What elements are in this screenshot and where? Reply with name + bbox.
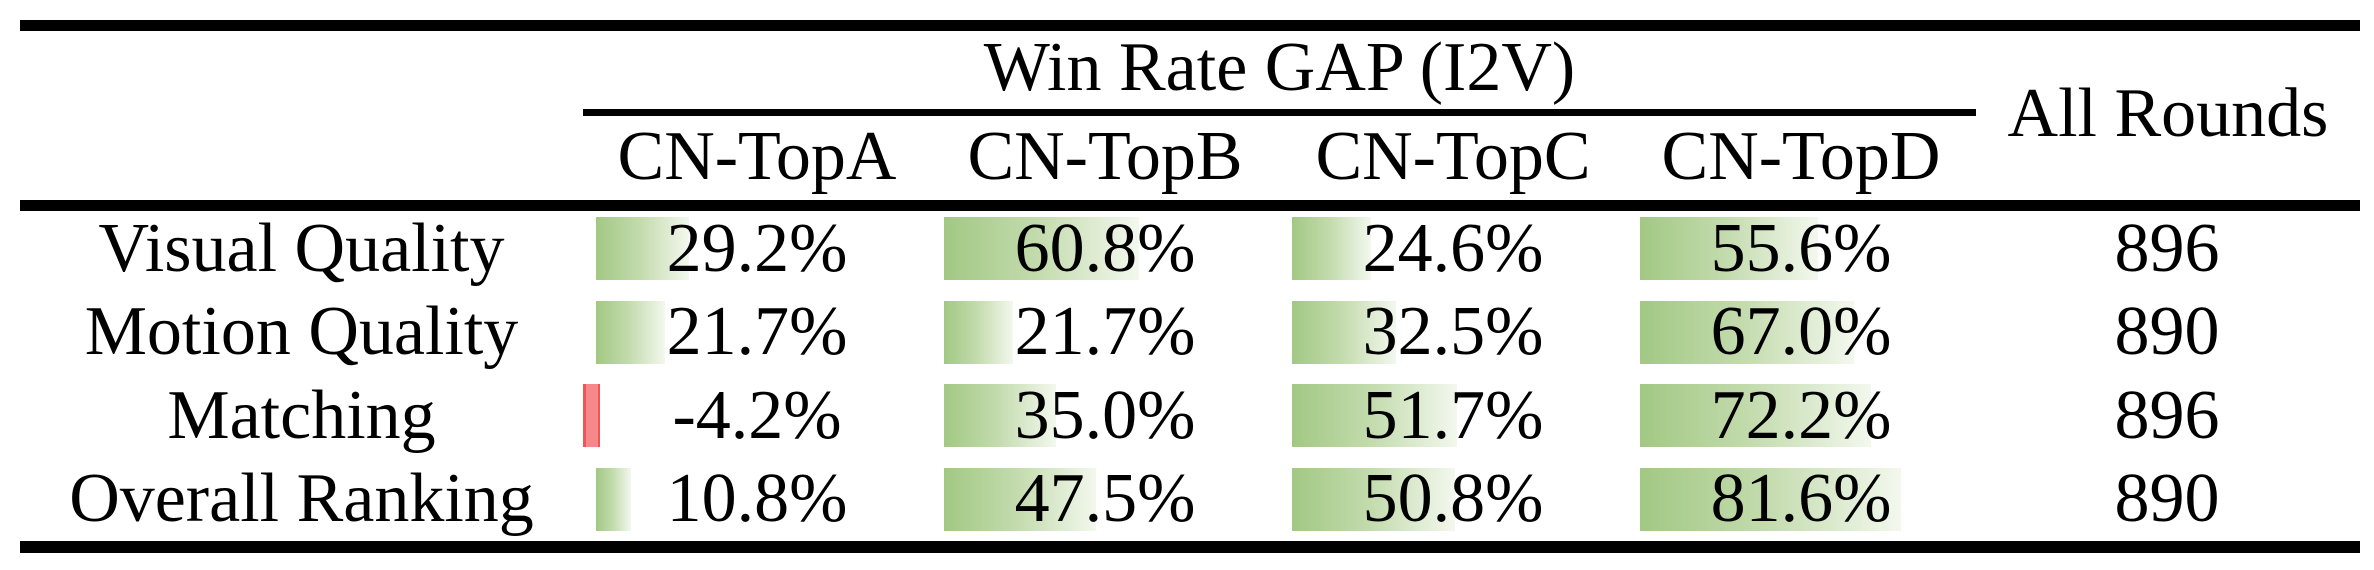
data-bar	[1292, 217, 1371, 280]
data-bar	[1640, 467, 1902, 531]
data-bar	[1292, 467, 1455, 531]
column-header-all-rounds: All Rounds	[2007, 75, 2329, 152]
all-rounds-value: 896	[2114, 209, 2220, 287]
win-rate-value: 21.7%	[1014, 293, 1196, 371]
win-rate-cell: 55.6%	[1627, 207, 1975, 291]
all-rounds-value: 896	[2114, 376, 2220, 454]
group-header-underline-rule	[583, 109, 1976, 116]
group-header-title: Win Rate GAP (I2V)	[983, 29, 1576, 106]
column-header-cn-topc: CN-TopC	[1315, 118, 1591, 195]
table-row: Matching -4.2% 35.0% 51.7% 72.2% 896	[20, 374, 2360, 458]
win-rate-value: 55.6%	[1710, 209, 1892, 287]
table-bottom-rule	[20, 541, 2360, 553]
win-rate-cell: 21.7%	[583, 291, 931, 375]
win-rate-cell: 81.6%	[1627, 458, 1975, 542]
win-rate-value: 50.8%	[1362, 460, 1544, 538]
win-rate-cell: 50.8%	[1279, 458, 1627, 542]
win-rate-value: 72.2%	[1710, 376, 1892, 454]
data-bar	[1640, 384, 1872, 447]
row-label: Visual Quality	[98, 209, 505, 287]
win-rate-cell: 32.5%	[1279, 291, 1627, 375]
win-rate-cell: 60.8%	[931, 207, 1279, 291]
table-body: Visual Quality 29.2% 60.8% 24.6% 55.6% 8…	[20, 207, 2360, 541]
row-label: Overall Ranking	[69, 460, 534, 538]
data-bar	[944, 300, 1014, 364]
win-rate-cell: 67.0%	[1627, 291, 1975, 375]
win-rate-value: 60.8%	[1014, 209, 1196, 287]
data-bar	[596, 217, 690, 280]
all-rounds-value: 890	[2114, 293, 2220, 371]
win-rate-value: 67.0%	[1710, 293, 1892, 371]
win-rate-value: 24.6%	[1362, 209, 1544, 287]
table-top-rule	[20, 20, 2360, 31]
table-row: Visual Quality 29.2% 60.8% 24.6% 55.6% 8…	[20, 207, 2360, 291]
data-bar	[596, 300, 666, 364]
data-bar	[944, 384, 1056, 447]
row-label: Matching	[167, 376, 436, 454]
win-rate-value: 35.0%	[1014, 376, 1196, 454]
win-rate-cell: 10.8%	[583, 458, 931, 542]
data-bar	[1640, 217, 1818, 280]
table-row: Overall Ranking 10.8% 47.5% 50.8% 81.6% …	[20, 458, 2360, 542]
data-bar	[944, 217, 1139, 280]
win-rate-value: 21.7%	[666, 293, 848, 371]
negative-data-bar	[583, 384, 600, 447]
column-header-row: CN-TopA CN-TopB CN-TopC CN-TopD	[20, 116, 2360, 198]
row-label: Motion Quality	[84, 293, 519, 371]
win-rate-value: 29.2%	[666, 209, 848, 287]
win-rate-cell: 47.5%	[931, 458, 1279, 542]
win-rate-cell: 21.7%	[931, 291, 1279, 375]
data-bar	[1292, 384, 1458, 447]
win-rate-value: 10.8%	[666, 460, 848, 538]
win-rate-cell: 72.2%	[1627, 374, 1975, 458]
data-bar	[1640, 300, 1855, 364]
data-bar	[1292, 300, 1396, 364]
win-rate-cell: 35.0%	[931, 374, 1279, 458]
win-rate-value: 51.7%	[1362, 376, 1544, 454]
win-rate-cell: 29.2%	[583, 207, 931, 291]
win-rate-value: 32.5%	[1362, 293, 1544, 371]
header-body-separator-rule	[20, 200, 2360, 211]
win-rate-cell: 51.7%	[1279, 374, 1627, 458]
column-header-cn-topb: CN-TopB	[967, 118, 1243, 195]
win-rate-value: 81.6%	[1710, 460, 1892, 538]
column-header-cn-topd: CN-TopD	[1661, 118, 1941, 195]
data-bar	[596, 467, 631, 531]
win-rate-cell: 24.6%	[1279, 207, 1627, 291]
all-rounds-value: 890	[2114, 460, 2220, 538]
win-rate-cell: -4.2%	[583, 374, 931, 458]
win-rate-value: -4.2%	[672, 376, 842, 454]
table-row: Motion Quality 21.7% 21.7% 32.5% 67.0% 8…	[20, 291, 2360, 375]
row-label-header-spacer	[20, 116, 583, 198]
column-header-cn-topa: CN-TopA	[617, 118, 897, 195]
win-rate-value: 47.5%	[1014, 460, 1196, 538]
data-bar	[944, 467, 1096, 531]
